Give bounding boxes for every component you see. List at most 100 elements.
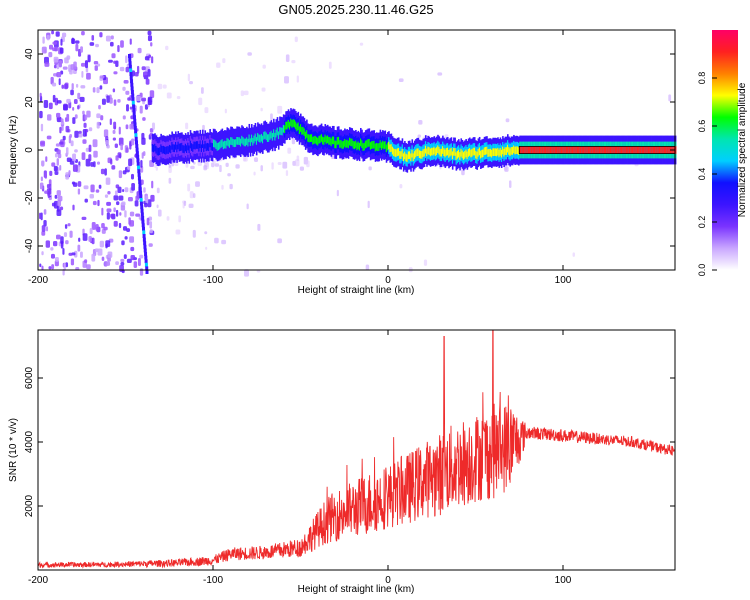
spectrogram-noise-cell bbox=[105, 261, 111, 266]
spectrogram-ridge-cell bbox=[513, 145, 515, 154]
spectrogram-noise-cell bbox=[81, 216, 87, 221]
spectrogram-noise-cell bbox=[195, 181, 200, 187]
spectrogram-noise-cell bbox=[67, 223, 71, 227]
spectrogram-ridge-cell bbox=[563, 146, 565, 154]
spectrogram-noise-cell bbox=[50, 253, 56, 259]
spectrogram-noise-cell bbox=[145, 195, 149, 204]
spectrogram-ridge-cell bbox=[652, 146, 655, 154]
spectrogram-noise-cell bbox=[65, 147, 69, 156]
spectrogram-ridge-cell bbox=[378, 143, 380, 151]
spectrogram-noise-cell bbox=[150, 194, 155, 202]
spectrogram-streak-cell bbox=[132, 115, 136, 120]
spectrogram-streak-cell bbox=[137, 165, 141, 170]
spectrogram-noise-cell bbox=[306, 160, 310, 168]
spectrogram-noise-cell bbox=[44, 62, 50, 67]
spectrogram-ridge-cell bbox=[562, 146, 564, 154]
spectrogram-noise-cell bbox=[46, 226, 49, 232]
spectrogram-ridge-cell bbox=[297, 122, 300, 131]
spectrogram-noise-cell bbox=[135, 213, 141, 217]
spectrogram-noise-cell bbox=[149, 221, 153, 229]
spectrogram-ridge-cell bbox=[334, 140, 336, 149]
spectrogram-noise-cell bbox=[88, 127, 93, 132]
spectrogram-noise-cell bbox=[129, 106, 133, 110]
spectrogram-ridge-cell bbox=[480, 150, 482, 159]
spectrogram-noise-cell bbox=[214, 237, 219, 244]
spectrogram-noise-cell bbox=[284, 76, 289, 84]
spectrogram-y-tick-label: -20 bbox=[24, 190, 35, 205]
spectrogram-ridge-cell bbox=[434, 148, 437, 156]
spectrogram-noise-cell bbox=[103, 129, 109, 138]
spectrogram-y-tick-label: 20 bbox=[24, 96, 35, 108]
spectrogram-noise-cell bbox=[187, 183, 191, 192]
spectrogram-noise-cell bbox=[101, 98, 106, 105]
spectrogram-noise-cell bbox=[48, 179, 52, 186]
spectrogram-ridge-cell bbox=[465, 149, 467, 158]
spectrogram-streak-cell bbox=[144, 252, 148, 256]
spectrogram-noise-cell bbox=[63, 104, 68, 111]
spectrogram-ridge-cell bbox=[350, 138, 352, 147]
spectrogram-streak-cell bbox=[137, 172, 141, 177]
spectrogram-ridge-cell bbox=[315, 136, 318, 145]
spectrogram-noise-cell bbox=[39, 92, 42, 98]
spectrogram-streak-cell bbox=[132, 108, 136, 112]
spectrogram-ridge-cell bbox=[170, 145, 172, 154]
spectrogram-ridge-cell bbox=[268, 134, 270, 142]
spectrogram-noise-cell bbox=[98, 184, 102, 189]
spectrogram-noise-cell bbox=[572, 252, 575, 257]
spectrogram-ridge-cell bbox=[460, 148, 463, 157]
spectrogram-streak-cell bbox=[142, 237, 146, 242]
spectrogram-noise-cell bbox=[46, 135, 52, 140]
spectrogram-ridge-cell bbox=[401, 148, 404, 157]
spectrogram-streak-cell bbox=[143, 248, 147, 253]
spectrogram-noise-cell bbox=[98, 105, 101, 110]
spectrogram-noise-cell bbox=[105, 177, 111, 185]
spectrogram-streak-cell bbox=[139, 201, 143, 206]
spectrogram-noise-cell bbox=[61, 84, 65, 89]
spectrogram-noise-cell bbox=[124, 187, 129, 193]
spectrogram-ridge-cell bbox=[181, 142, 183, 151]
spectrogram-noise-cell bbox=[56, 149, 61, 155]
spectrogram-ridge-cell bbox=[238, 137, 241, 145]
spectrogram-noise-cell bbox=[48, 102, 53, 110]
spectrogram-ridge-cell bbox=[411, 149, 414, 158]
spectrogram-noise-cell bbox=[216, 62, 221, 68]
spectrogram-ridge-cell bbox=[233, 139, 236, 148]
spectrogram-noise-cell bbox=[123, 79, 129, 84]
spectrogram-noise-cell bbox=[74, 149, 78, 153]
spectrogram-noise-cell bbox=[83, 185, 89, 190]
spectrogram-ridge-cell bbox=[527, 146, 530, 154]
spectrogram-ridge-cell bbox=[504, 147, 507, 155]
spectrogram-ridge-cell bbox=[159, 147, 161, 155]
spectrogram-ridge-cell bbox=[157, 147, 160, 156]
spectrogram-ridge-cell bbox=[420, 150, 422, 159]
spectrogram-ridge-cell bbox=[311, 134, 313, 142]
spectrogram-ridge-cell bbox=[611, 146, 613, 154]
spectrogram-noise-cell bbox=[56, 234, 61, 240]
spectrogram-ridge-cell bbox=[531, 146, 534, 154]
spectrogram-noise-cell bbox=[97, 199, 100, 207]
spectrogram-noise-cell bbox=[59, 47, 64, 54]
snr-x-ticks: -200 -100 0 100 bbox=[28, 330, 572, 586]
spectrogram-ridge-cell bbox=[416, 148, 418, 157]
spectrogram-ridge-cell bbox=[440, 148, 443, 157]
spectrogram-noise-cell bbox=[47, 114, 52, 121]
spectrogram-ridge-cell bbox=[663, 146, 666, 154]
spectrogram-ridge-cell bbox=[529, 146, 531, 154]
spectrogram-noise-cell bbox=[72, 153, 77, 162]
spectrogram-ridge-cell bbox=[406, 154, 409, 163]
spectrogram-ridge-cell bbox=[495, 148, 498, 157]
spectrogram-noise-cell bbox=[227, 173, 231, 177]
spectrogram-ridge-cell bbox=[636, 146, 639, 154]
spectrogram-ridge-cell bbox=[303, 128, 306, 137]
spectrogram-ridge-cell bbox=[547, 146, 550, 154]
spectrogram-noise-cell bbox=[86, 72, 91, 80]
spectrogram-noise-cell bbox=[40, 212, 43, 221]
spectrogram-ridge-cell bbox=[182, 145, 184, 153]
spectrogram-ridge-cell bbox=[244, 138, 247, 147]
spectrogram-ridge-cell bbox=[415, 149, 417, 158]
spectrogram-ridge-cell bbox=[405, 153, 407, 162]
spectrogram-ridge-cell bbox=[418, 150, 421, 158]
spectrogram-noise-cell bbox=[336, 189, 339, 197]
spectrogram-ridge-cell bbox=[598, 146, 601, 154]
spectrogram-noise-cell bbox=[52, 47, 57, 52]
